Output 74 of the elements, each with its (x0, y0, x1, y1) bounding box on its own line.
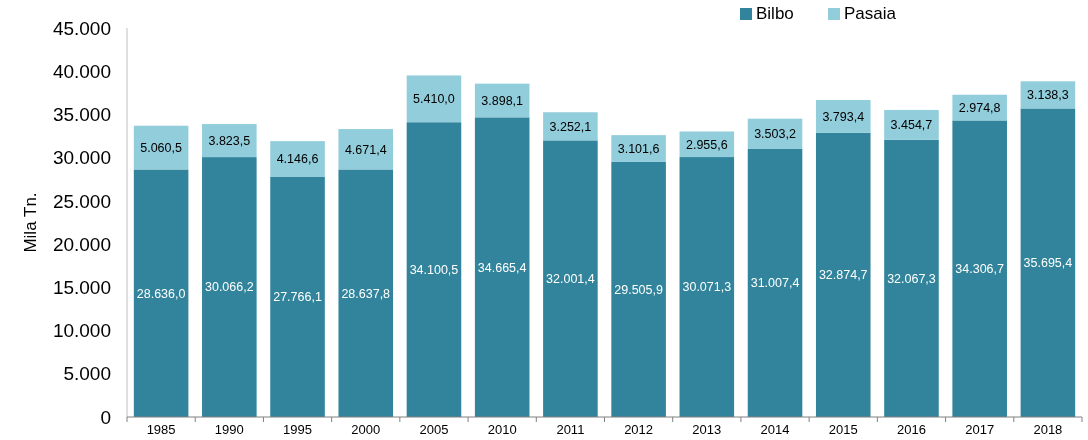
data-label: 2.974,8 (958, 100, 1001, 115)
bar (406, 75, 462, 123)
bar (679, 157, 735, 417)
data-label: 30.066,2 (204, 280, 254, 295)
data-label: 4.146,6 (276, 152, 319, 167)
data-label: 32.067,3 (887, 271, 936, 286)
y-tick-label: 10.000 (52, 320, 111, 342)
data-label: 5.060,5 (140, 140, 182, 155)
y-tick-label: 20.000 (52, 233, 111, 255)
x-tick-label: 1985 (146, 422, 176, 437)
bar (884, 109, 939, 140)
data-label: 3.252,1 (549, 119, 592, 134)
bar (884, 139, 939, 417)
x-tick-label: 2015 (828, 422, 858, 437)
x-tick-label: 2011 (556, 422, 585, 437)
data-label: 29.505,9 (614, 282, 663, 297)
y-tick-label: 45.000 (52, 17, 111, 39)
bar (1020, 108, 1076, 417)
bar (202, 157, 257, 417)
x-tick-label: 2016 (897, 422, 926, 437)
y-tick-label: 5.000 (63, 363, 111, 385)
data-label: 3.793,4 (822, 109, 865, 124)
data-label: 3.138,3 (1027, 88, 1069, 103)
y-tick-label: 0 (100, 406, 111, 428)
data-label: 3.101,6 (617, 141, 660, 156)
y-tick-label: 25.000 (52, 190, 111, 212)
y-tick-label: 40.000 (52, 60, 111, 82)
y-axis-title: Mila Tn. (21, 192, 40, 253)
x-tick-label: 1990 (214, 422, 244, 437)
bar (338, 169, 394, 417)
legend-label: Pasaia (844, 4, 897, 23)
data-label: 28.636,0 (136, 286, 186, 301)
bar (543, 140, 598, 417)
x-tick-label: 2005 (419, 422, 449, 437)
bar (270, 176, 325, 417)
x-tick-label: 2017 (965, 422, 995, 437)
x-tick-label: 2010 (487, 422, 517, 437)
data-label: 27.766,1 (273, 290, 322, 305)
y-tick-label: 15.000 (52, 276, 111, 298)
data-label: 32.001,4 (546, 272, 595, 287)
y-tick-label: 35.000 (52, 104, 111, 126)
bar (406, 122, 462, 417)
bar (338, 129, 394, 170)
bar (474, 117, 530, 417)
x-tick-label: 2013 (692, 422, 722, 437)
data-label: 4.671,4 (344, 142, 387, 157)
data-label: 3.823,5 (208, 133, 251, 148)
y-tick-label: 30.000 (52, 147, 111, 169)
bar (952, 120, 1007, 417)
data-label: 32.874,7 (818, 268, 868, 283)
x-tick-label: 2012 (624, 422, 654, 437)
data-label: 3.503,2 (754, 127, 796, 142)
x-tick-label: 2014 (760, 422, 790, 437)
data-label: 34.665,4 (477, 260, 527, 275)
data-label: 34.100,5 (409, 262, 459, 277)
bar (815, 100, 871, 133)
bar (270, 141, 325, 177)
x-tick-label: 2018 (1033, 422, 1063, 437)
x-tick-label: 2000 (351, 422, 381, 437)
bar (747, 148, 803, 417)
data-label: 34.306,7 (955, 262, 1005, 277)
data-label: 3.454,7 (890, 118, 933, 133)
data-label: 3.898,1 (481, 93, 524, 108)
data-label: 5.410,0 (413, 92, 455, 107)
bar (133, 169, 189, 417)
x-tick-label: 1995 (283, 422, 312, 437)
data-label: 2.955,6 (685, 137, 728, 152)
bar (611, 161, 666, 417)
data-label: 31.007,4 (750, 276, 800, 291)
data-label: 35.695,4 (1023, 256, 1073, 271)
bar (815, 132, 871, 417)
data-label: 28.637,8 (341, 286, 391, 301)
legend-label: Bilbo (756, 4, 794, 23)
data-label: 30.071,3 (682, 280, 732, 295)
